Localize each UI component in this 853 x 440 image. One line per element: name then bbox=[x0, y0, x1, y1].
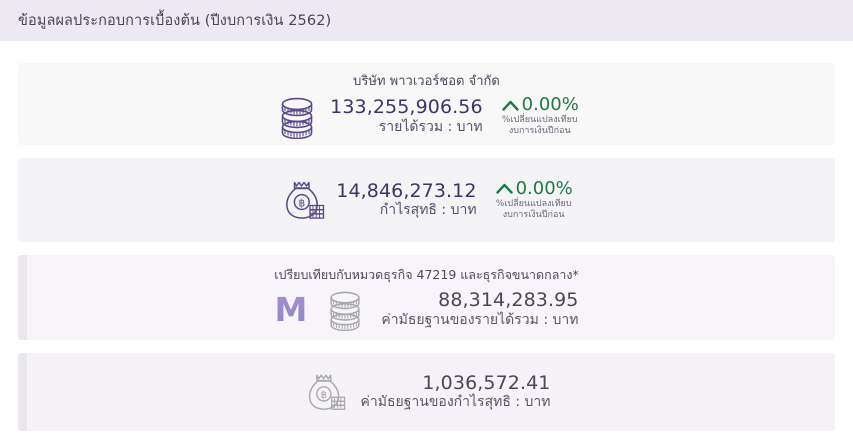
median-revenue-figure: 88,314,283.95 ค่ามัธยฐานของรายได้รวม : บ… bbox=[381, 290, 578, 328]
revenue-change-indicator: 0.00% %เปลี่ยนแปลงเทียบ งบการเงินปีก่อน bbox=[501, 95, 579, 137]
median-net-profit-figure: 1,036,572.41 ค่ามัธยฐานของกำไรสุทธิ : บา… bbox=[360, 371, 551, 411]
arrow-up-icon bbox=[501, 98, 520, 113]
card-median-net-profit[interactable]: ฿ 1,036,572.41 ค่ามัธยฐานของกำไรสุทธิ bbox=[18, 353, 835, 431]
medium-size-badge: M bbox=[274, 290, 308, 329]
svg-text:฿: ฿ bbox=[299, 197, 306, 209]
revenue-change-caption-2: งบการเงินปีก่อน bbox=[508, 126, 571, 137]
coin-stack-icon bbox=[274, 95, 320, 139]
net-profit-change-indicator: 0.00% %เปลี่ยนแปลงเทียบ งบการเงินปีก่อน bbox=[495, 179, 573, 221]
card-median-revenue[interactable]: เปรียบเทียบกับหมวดธุรกิจ 47219 และธุรกิจ… bbox=[18, 255, 835, 340]
metric-row: 133,255,906.56 รายได้รวม : บาท 0.00% %เป… bbox=[274, 95, 579, 139]
money-bag-baht-icon: ฿ bbox=[303, 371, 347, 413]
page-title: ข้อมูลผลประกอบการเบื้องต้น (ปีงบการเงิน … bbox=[18, 13, 332, 29]
metric-row: M bbox=[274, 289, 578, 331]
net-profit-change-percent: 0.00% bbox=[515, 177, 573, 199]
median-net-profit-amount: 1,036,572.41 bbox=[422, 371, 551, 394]
net-profit-change-caption-1: %เปลี่ยนแปลงเทียบ bbox=[495, 198, 572, 209]
net-profit-amount-label: กำไรสุทธิ : บาท bbox=[379, 202, 477, 219]
metric-row: ฿ 1,036,572.41 ค่ามัธยฐานของกำไรสุทธิ bbox=[303, 371, 551, 413]
card-total-revenue[interactable]: บริษัท พาวเวอร์ชอต จำกัด bbox=[18, 63, 835, 145]
median-net-profit-amount-label: ค่ามัธยฐานของกำไรสุทธิ : บาท bbox=[360, 394, 551, 411]
median-revenue-amount: 88,314,283.95 bbox=[438, 289, 579, 312]
card-net-profit[interactable]: ฿ 14,846,273.12 กำไรสุทธิ : บาท bbox=[18, 158, 835, 242]
svg-text:฿: ฿ bbox=[320, 390, 326, 401]
comparison-note: เปรียบเทียบกับหมวดธุรกิจ 47219 และธุรกิจ… bbox=[274, 266, 579, 282]
revenue-change-percent: 0.00% bbox=[521, 94, 579, 116]
revenue-amount: 133,255,906.56 bbox=[330, 96, 483, 119]
revenue-figure: 133,255,906.56 รายได้รวม : บาท bbox=[330, 97, 483, 135]
coin-stack-icon bbox=[323, 289, 367, 331]
net-profit-change-caption-2: งบการเงินปีก่อน bbox=[502, 209, 565, 220]
money-bag-baht-icon: ฿ bbox=[280, 178, 326, 222]
net-profit-amount: 14,846,273.12 bbox=[336, 179, 477, 202]
arrow-up-icon bbox=[495, 181, 514, 196]
metric-row: ฿ 14,846,273.12 กำไรสุทธิ : บาท bbox=[280, 178, 573, 222]
revenue-amount-label: รายได้รวม : บาท bbox=[378, 118, 483, 135]
card-stack: บริษัท พาวเวอร์ชอต จำกัด bbox=[0, 41, 853, 431]
page-header: ข้อมูลผลประกอบการเบื้องต้น (ปีงบการเงิน … bbox=[0, 0, 853, 41]
median-revenue-amount-label: ค่ามัธยฐานของรายได้รวม : บาท bbox=[381, 311, 579, 328]
revenue-change-caption-1: %เปลี่ยนแปลงเทียบ bbox=[501, 115, 578, 126]
net-profit-figure: 14,846,273.12 กำไรสุทธิ : บาท bbox=[336, 179, 477, 219]
company-name: บริษัท พาวเวอร์ชอต จำกัด bbox=[353, 73, 500, 89]
